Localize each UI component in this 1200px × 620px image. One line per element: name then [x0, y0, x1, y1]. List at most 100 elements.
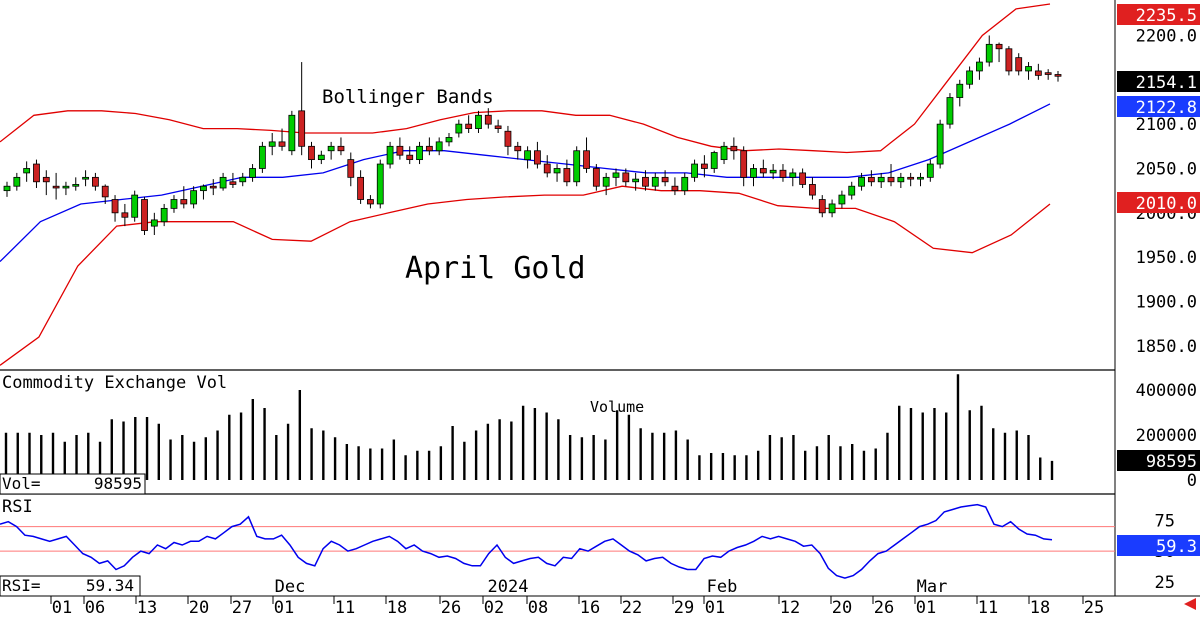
rsi-tick-label: 75: [1155, 512, 1175, 532]
candle: [789, 168, 797, 187]
candlesticks: [3, 35, 1062, 235]
candle: [62, 181, 70, 196]
candle: [720, 141, 728, 165]
candle: [445, 133, 453, 147]
candle: [33, 159, 40, 188]
price-tick-label: 2100.0: [1136, 115, 1197, 135]
x-tick-label: 12: [780, 598, 800, 616]
x-month-label: 2024: [488, 577, 529, 597]
price-tick-label: 1850.0: [1136, 337, 1197, 357]
last-price-badge: 2154.1: [1117, 71, 1200, 93]
candle: [671, 177, 679, 196]
rsi-series-line: [0, 503, 1053, 579]
rsi-panel-title: RSI: [2, 497, 33, 517]
candle: [681, 172, 689, 196]
candle: [838, 190, 846, 209]
candle: [612, 168, 620, 187]
x-tick-label: 11: [978, 598, 998, 616]
x-tick-label: 20: [189, 598, 209, 616]
svg-text:59.3: 59.3: [1156, 537, 1197, 557]
x-tick-label: 11: [335, 598, 355, 616]
rsi-badge: 59.3: [1117, 535, 1200, 557]
candle: [661, 170, 669, 187]
candle: [82, 170, 89, 187]
candle: [917, 172, 924, 187]
candle: [13, 172, 21, 191]
candle: [190, 186, 198, 209]
candle: [818, 195, 826, 218]
x-tick-label: 01: [705, 598, 725, 616]
candle: [779, 164, 787, 182]
volume-badge: 98595: [1117, 450, 1200, 472]
x-tick-label: 25: [1084, 598, 1104, 616]
price-tick-label: 2200.0: [1136, 26, 1197, 46]
volume-tick-label: 200000: [1136, 426, 1197, 446]
rsi-line: [0, 503, 1115, 579]
x-tick-label: 26: [441, 598, 461, 616]
x-tick-label: 01: [274, 598, 294, 616]
candle: [848, 181, 856, 200]
candle: [907, 172, 915, 187]
svg-text:2154.1: 2154.1: [1136, 73, 1197, 93]
candle: [121, 203, 129, 227]
price-tick-label: 1900.0: [1136, 292, 1197, 312]
candle: [553, 164, 561, 182]
candle: [131, 190, 139, 222]
candle: [642, 170, 649, 191]
candle: [976, 57, 983, 80]
x-axis-ticks: 01 06 13 20 27 01 11 18 26 02 08 16 22 29 01 12 20 26 01 11…: [50, 577, 1104, 618]
candle: [42, 170, 50, 196]
volume-bars: [4, 374, 1054, 480]
candle: [484, 108, 492, 129]
svg-text:98595: 98595: [1146, 452, 1197, 472]
scroll-left-arrow-icon[interactable]: [1184, 598, 1196, 610]
rsi-readout-label: RSI=: [2, 576, 41, 595]
candle: [1054, 70, 1062, 82]
candle: [416, 141, 423, 165]
candle: [504, 125, 512, 156]
candle: [317, 150, 325, 165]
candle: [750, 164, 757, 187]
candle: [229, 172, 237, 188]
candle: [308, 141, 315, 169]
candle: [258, 141, 266, 173]
candle: [150, 212, 158, 235]
rsi-readout-value: 59.34: [86, 576, 134, 595]
volume-series-label: Volume: [590, 398, 644, 416]
candle: [985, 35, 993, 67]
candle: [691, 159, 698, 182]
candle: [396, 137, 404, 160]
candle: [23, 161, 31, 182]
candle: [897, 172, 905, 188]
price-tick-label: 2050.0: [1136, 159, 1197, 179]
x-tick-label: 01: [916, 598, 936, 616]
candle: [710, 150, 718, 173]
volume-tick-label: 400000: [1136, 381, 1197, 401]
candle: [563, 159, 571, 187]
candle: [799, 168, 807, 188]
candle: [573, 146, 581, 187]
candle: [936, 119, 944, 169]
candle: [3, 181, 11, 197]
candle: [249, 164, 256, 182]
x-tick-label: 20: [832, 598, 852, 616]
candle: [367, 195, 374, 209]
candle: [877, 172, 885, 188]
candle: [435, 137, 443, 156]
chart-title: April Gold: [405, 251, 586, 286]
rsi-tick-label: 25: [1155, 573, 1175, 593]
bollinger-lower-line: [0, 185, 1051, 366]
x-tick-label: 18: [387, 598, 407, 616]
candle: [141, 196, 148, 235]
upper-band-badge: 2235.5: [1117, 4, 1200, 26]
candle: [72, 177, 80, 191]
candle: [700, 155, 708, 178]
candle: [769, 164, 777, 180]
candle: [887, 164, 895, 187]
x-month-label: Mar: [917, 577, 948, 597]
candle: [386, 141, 394, 169]
candle: [92, 172, 99, 191]
candle: [298, 62, 306, 156]
candle: [602, 172, 610, 196]
candle: [759, 159, 767, 178]
